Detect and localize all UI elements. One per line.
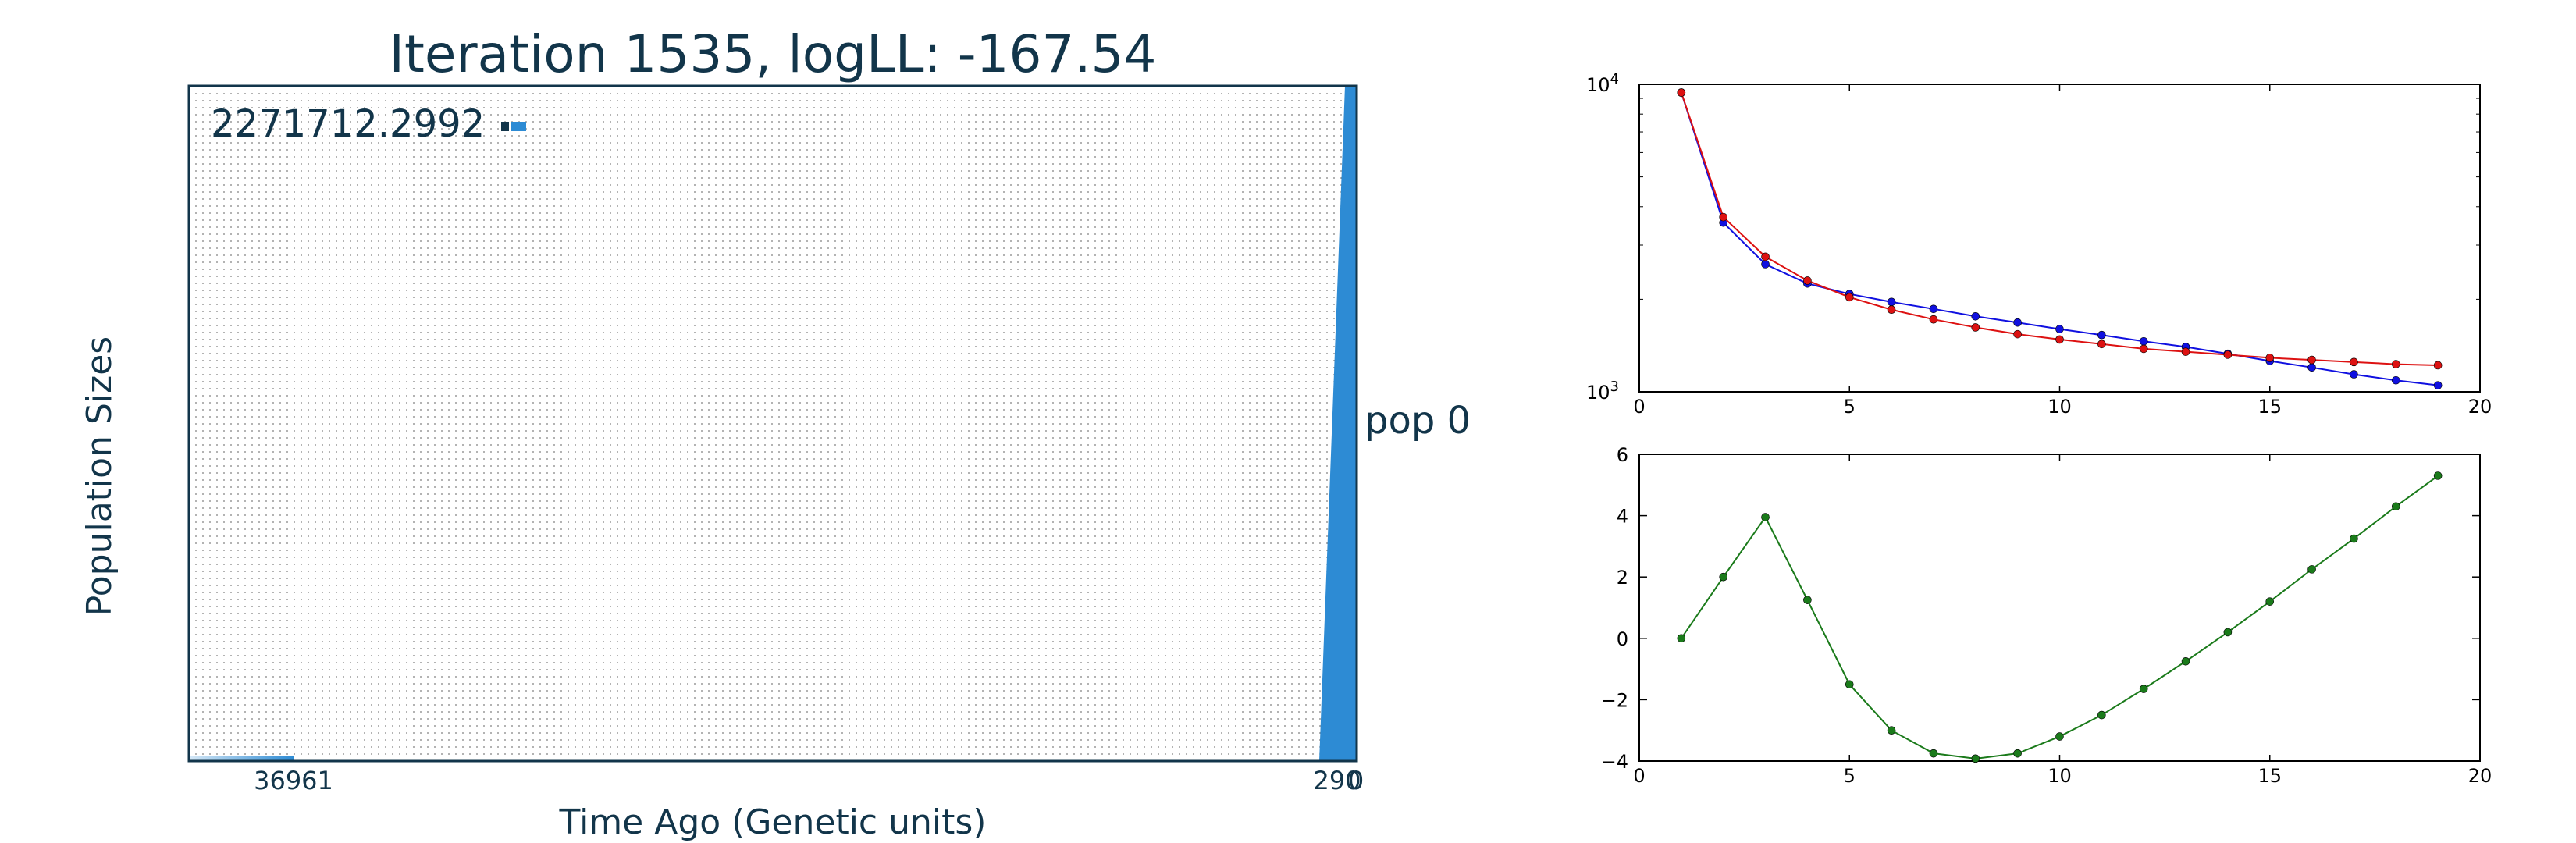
green-data-point xyxy=(1845,680,1854,689)
green-data-point xyxy=(1803,596,1812,604)
main-plot-frame xyxy=(187,84,1358,763)
green-data-point xyxy=(2181,656,2190,666)
blue-data-point xyxy=(1929,304,1938,314)
blue-data-point xyxy=(2013,318,2022,327)
red-data-point xyxy=(2139,344,2148,354)
x-tick-label: 5 xyxy=(1844,765,1856,787)
red-data-point xyxy=(1677,88,1686,97)
red-data-point xyxy=(1971,323,1980,332)
x-tick-label: 0 xyxy=(1633,396,1645,418)
green-data-point xyxy=(1719,572,1727,582)
x-tick-label: 5 xyxy=(1844,396,1856,418)
red-data-point xyxy=(2181,347,2190,356)
pop-0-label: pop 0 xyxy=(1364,399,1471,443)
red-data-point xyxy=(1719,212,1727,222)
y-tick-label: −4 xyxy=(1601,751,1628,773)
x-tick-label: 15 xyxy=(2258,396,2282,418)
green-data-point xyxy=(1971,754,1980,763)
green-data-point xyxy=(2307,565,2316,574)
red-data-point xyxy=(2223,350,2233,359)
x-tick-label: 15 xyxy=(2258,765,2282,787)
y-tick-label: 103 xyxy=(1586,379,1619,404)
green-data-point xyxy=(2013,749,2022,758)
x-tick-label: 20 xyxy=(2468,396,2492,418)
blue-data-point xyxy=(2350,370,2358,379)
red-data-point xyxy=(1887,305,1896,315)
top-value-marker xyxy=(501,122,526,131)
green-data-point xyxy=(2350,534,2358,543)
blue-data-point xyxy=(1761,260,1770,269)
x-tick-label: 10 xyxy=(2048,765,2072,787)
size-gradient-bar xyxy=(189,756,294,761)
y-tick-label: −2 xyxy=(1601,689,1628,711)
x-tick-label: 0 xyxy=(1633,765,1645,787)
red-data-point xyxy=(2392,360,2400,368)
red-data-point xyxy=(2097,340,2106,349)
blue-data-point xyxy=(2139,336,2148,346)
y-tick-label: 6 xyxy=(1617,444,1628,466)
y-tick-label: 2 xyxy=(1617,567,1628,589)
blue-data-point xyxy=(2055,325,2064,333)
red-data-point xyxy=(1803,276,1812,285)
green-data-point xyxy=(2139,685,2148,693)
blue-data-point xyxy=(2392,375,2400,385)
y-tick-label: 0 xyxy=(1617,628,1628,650)
green-data-point xyxy=(2097,710,2106,720)
green-data-point xyxy=(1761,513,1770,521)
x-tick-label: 20 xyxy=(2468,765,2492,787)
main-grid xyxy=(195,86,1356,761)
pop-0-area xyxy=(1319,86,1357,761)
green-data-point xyxy=(1887,726,1896,735)
green-data-point xyxy=(2265,597,2275,606)
log-line-chart: 0 5 10 15 20 104 103 xyxy=(1586,71,2492,418)
red-data-point xyxy=(2265,354,2275,362)
red-data-point xyxy=(2013,329,2022,339)
y-tick-label: 4 xyxy=(1617,506,1628,528)
main-x-tick-label: 290 xyxy=(1313,766,1361,795)
main-x-tick-label: 0 xyxy=(1348,766,1364,795)
x-tick-label: 10 xyxy=(2048,396,2072,418)
red-data-point xyxy=(1929,315,1938,324)
green-data-point xyxy=(1677,634,1686,643)
red-data-point xyxy=(1845,293,1854,302)
red-data-point xyxy=(2433,361,2443,370)
plot-frame xyxy=(1638,84,2481,393)
blue-data-point xyxy=(1887,297,1896,307)
red-data-point xyxy=(2350,357,2358,367)
green-data-point xyxy=(2055,732,2064,741)
green-data-point xyxy=(2392,502,2400,511)
main-x-axis-label: Time Ago (Genetic units) xyxy=(559,802,987,842)
red-data-point xyxy=(2307,355,2316,365)
green-data-point xyxy=(2223,628,2233,637)
green-data-point xyxy=(2433,471,2443,480)
green-series-line xyxy=(1681,475,2439,759)
plot-frame xyxy=(1638,454,2481,762)
blue-data-point xyxy=(1971,311,1980,321)
top-population-value: 2271712.2992 xyxy=(211,102,485,146)
red-data-point xyxy=(2055,335,2064,344)
blue-data-point xyxy=(2433,381,2443,389)
main-y-axis-label: Population Sizes xyxy=(80,336,119,616)
blue-data-point xyxy=(2097,330,2106,340)
main-chart-title: Iteration 1535, logLL: -167.54 xyxy=(390,24,1157,84)
y-tick-label: 104 xyxy=(1586,71,1619,96)
red-series-line xyxy=(1680,92,2439,366)
red-data-point xyxy=(1761,252,1770,261)
green-data-point xyxy=(1929,749,1938,758)
blue-data-point xyxy=(2307,363,2316,372)
main-x-tick-label: 36961 xyxy=(254,766,333,795)
